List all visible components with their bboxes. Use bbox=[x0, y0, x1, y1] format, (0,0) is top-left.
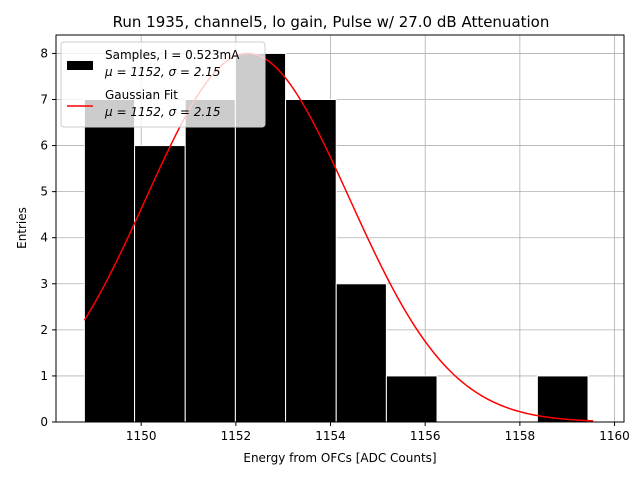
y-tick-label-5: 5 bbox=[40, 185, 48, 199]
histogram-bar-6 bbox=[385, 375, 438, 423]
legend-box bbox=[60, 41, 266, 128]
x-axis-ticks: 1150 1152 1154 1156 1158 1160 bbox=[126, 422, 630, 443]
legend-fit-label: Gaussian Fit bbox=[105, 88, 178, 102]
chart-title: Run 1935, channel5, lo gain, Pulse w/ 27… bbox=[113, 13, 550, 31]
legend-samples-stats: μ = 1152, σ = 2.15 bbox=[104, 65, 221, 79]
gaussian-fit-line bbox=[83, 52, 594, 422]
y-tick-label-6: 6 bbox=[40, 139, 48, 153]
y-tick-label-8: 8 bbox=[40, 46, 48, 60]
y-axis-ticks: 0 1 2 3 4 5 6 7 8 bbox=[40, 46, 56, 429]
histogram-bar-5 bbox=[335, 283, 387, 423]
x-tick-label-1: 1152 bbox=[221, 429, 252, 443]
legend-samples-label: Samples, I = 0.523mA bbox=[105, 48, 240, 62]
histogram-bar-1 bbox=[134, 145, 186, 423]
histogram-bar-9 bbox=[536, 375, 589, 423]
y-tick-label-4: 4 bbox=[40, 231, 48, 245]
histogram-bar-2 bbox=[184, 99, 236, 423]
x-tick-label-2: 1154 bbox=[315, 429, 346, 443]
histogram-bar-0 bbox=[83, 99, 136, 423]
y-tick-label-0: 0 bbox=[40, 415, 48, 429]
x-tick-label-3: 1156 bbox=[410, 429, 441, 443]
plot-frame bbox=[55, 34, 625, 423]
histogram-bar-4 bbox=[285, 99, 337, 423]
x-tick-label-4: 1158 bbox=[505, 429, 536, 443]
y-tick-label-3: 3 bbox=[40, 277, 48, 291]
x-tick-label-5: 1160 bbox=[599, 429, 630, 443]
y-tick-label-1: 1 bbox=[40, 369, 48, 383]
legend: Samples, I = 0.523mA μ = 1152, σ = 2.15 … bbox=[60, 41, 266, 128]
legend-samples-swatch bbox=[67, 61, 93, 70]
x-axis-label: Energy from OFCs [ADC Counts] bbox=[243, 451, 436, 465]
y-axis-label: Entries bbox=[15, 207, 29, 249]
histogram-bars bbox=[83, 52, 589, 423]
y-tick-label-7: 7 bbox=[40, 93, 48, 107]
legend-fit-stats: μ = 1152, σ = 2.15 bbox=[104, 105, 221, 119]
y-tick-label-2: 2 bbox=[40, 323, 48, 337]
x-tick-label-0: 1150 bbox=[126, 429, 157, 443]
